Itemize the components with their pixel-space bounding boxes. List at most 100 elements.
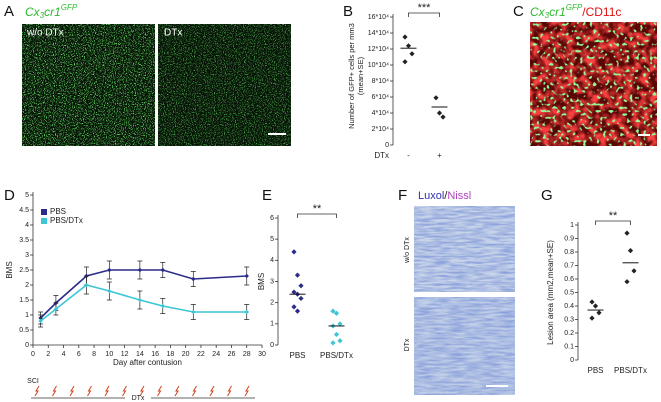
x-tick-label: 4 xyxy=(62,351,66,358)
y-tick-label: 0.5 xyxy=(564,289,574,296)
injection-icon xyxy=(52,385,57,397)
y-axis-title: (mean+SE) xyxy=(356,56,365,95)
data-point xyxy=(330,308,336,314)
y-tick-label: 12*10⁴ xyxy=(368,46,389,53)
y-tick-label: 2 xyxy=(270,300,274,307)
annotation: DTx xyxy=(132,395,145,402)
x-tick-label: 22 xyxy=(197,351,205,358)
data-point xyxy=(589,315,595,321)
data-point xyxy=(291,249,297,255)
x-tick-label: - xyxy=(407,151,410,160)
x-tick-label: + xyxy=(437,151,442,160)
y-tick-label: 2*10⁴ xyxy=(372,126,389,133)
y-tick-label: 0.8 xyxy=(564,249,574,256)
y-tick-label: 0 xyxy=(385,142,389,149)
data-point xyxy=(191,276,196,282)
title-sub: 3 xyxy=(545,11,550,20)
y-tick-label: 0 xyxy=(570,357,574,364)
title-part: Nissl xyxy=(447,190,471,202)
data-point xyxy=(294,272,301,278)
data-point xyxy=(244,273,249,279)
data-point xyxy=(137,267,143,273)
title-part: cr1 xyxy=(549,5,566,19)
x-tick-label: 8 xyxy=(92,351,96,358)
y-tick-label: 2 xyxy=(25,282,29,289)
legend-label: PBS/DTx xyxy=(50,216,83,225)
y-axis-title: BMS xyxy=(5,261,14,278)
data-point xyxy=(409,51,415,57)
data-point xyxy=(436,110,443,116)
y-tick-label: 6*10⁴ xyxy=(372,94,389,101)
significance-label: ** xyxy=(313,203,322,215)
y-tick-label: 5 xyxy=(25,192,29,199)
x-tick-label: 30 xyxy=(258,351,266,358)
image-label: DTx xyxy=(164,28,182,39)
image-label: w/o DTx xyxy=(26,28,64,39)
y-tick-label: 0.9 xyxy=(564,235,574,242)
image-label: w/o DTx xyxy=(404,237,411,264)
injection-icon xyxy=(87,385,92,397)
x-tick-label: 0 xyxy=(31,351,35,358)
micrograph-signal xyxy=(414,297,515,395)
y-tick-label: 3 xyxy=(270,278,274,285)
significance-label: *** xyxy=(418,2,432,14)
micrograph-signal xyxy=(158,24,291,146)
y-tick-label: 1 xyxy=(25,312,29,319)
y-tick-label: 5 xyxy=(270,236,274,243)
data-point xyxy=(440,114,446,120)
x-tick-label: PBS xyxy=(289,351,305,360)
y-axis-title: Lesion area (mm2,mean+SE) xyxy=(546,240,555,345)
title-part: Luxol xyxy=(418,190,444,202)
panel-title: Cx3cr1GFP xyxy=(25,3,78,20)
micrograph-signal xyxy=(22,24,155,146)
data-point xyxy=(137,297,143,303)
y-tick-label: 16*10⁴ xyxy=(368,14,389,21)
y-tick-label: 4*10⁴ xyxy=(372,110,389,117)
data-point xyxy=(589,299,595,305)
image-label: DTx xyxy=(404,338,411,351)
panel-letter: A xyxy=(4,3,14,20)
y-tick-label: 14*10⁴ xyxy=(368,30,389,37)
title-part: /CD11c xyxy=(582,5,621,19)
data-point xyxy=(405,43,412,49)
title-sub: 3 xyxy=(40,11,45,20)
x-tick-label: 10 xyxy=(105,351,113,358)
injection-icon xyxy=(157,385,162,397)
panel-letter: B xyxy=(343,3,353,20)
injection-icon xyxy=(227,385,232,397)
data-point xyxy=(107,267,112,273)
title-part: / xyxy=(444,190,448,202)
data-point xyxy=(298,283,304,289)
data-point xyxy=(402,59,408,65)
data-point xyxy=(330,340,336,346)
x-axis-title: DTx xyxy=(374,151,389,160)
injection-icon xyxy=(122,385,127,397)
micrograph-signal xyxy=(414,206,515,292)
significance-bracket xyxy=(408,12,440,17)
panel-letter: C xyxy=(513,3,524,20)
injection-icon xyxy=(139,385,145,397)
y-tick-label: 8*10⁴ xyxy=(372,78,389,85)
y-axis-title: Number of GFP+ cells per mm3 xyxy=(347,23,356,129)
title-sup: GFP xyxy=(61,3,78,12)
y-tick-label: 4 xyxy=(25,222,29,229)
data-point xyxy=(627,248,634,254)
y-tick-label: 0.7 xyxy=(564,262,574,269)
injection-icon xyxy=(69,385,75,397)
y-tick-label: 0.6 xyxy=(564,276,574,283)
data-point xyxy=(191,309,196,315)
y-tick-label: 2.5 xyxy=(19,267,29,274)
y-tick-label: 0 xyxy=(25,342,29,349)
data-point xyxy=(333,331,340,338)
y-tick-label: 3.5 xyxy=(19,237,29,244)
x-tick-label: PBS xyxy=(587,366,603,375)
injection-icon xyxy=(104,385,110,397)
x-tick-label: 18 xyxy=(167,351,175,358)
data-point xyxy=(107,288,112,294)
data-point xyxy=(53,306,59,312)
panel-letter: G xyxy=(541,187,553,204)
y-tick-label: 10*10⁴ xyxy=(368,62,389,69)
data-point xyxy=(402,34,408,40)
x-tick-label: 24 xyxy=(212,351,220,358)
x-tick-label: 12 xyxy=(121,351,129,358)
